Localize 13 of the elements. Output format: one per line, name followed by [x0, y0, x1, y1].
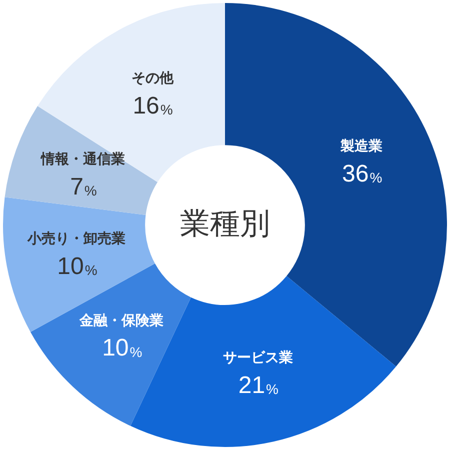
data-label: 21%: [238, 372, 279, 399]
data-label: 10%: [102, 334, 142, 362]
data-label: 10%: [57, 252, 98, 280]
text: 業種別: [180, 207, 270, 240]
slice-label: 製造業: [340, 138, 383, 154]
slice-label: その他: [131, 70, 174, 86]
data-label: 16%: [132, 92, 173, 120]
slice-label: サービス業: [222, 349, 293, 366]
data-label: 7%: [70, 173, 97, 200]
slice-label: 金融・保険業: [78, 312, 164, 328]
data-label: 36%: [342, 160, 382, 188]
slice-label: 小売り・卸売業: [26, 230, 126, 246]
slice-label: 情報・通信業: [40, 150, 125, 167]
